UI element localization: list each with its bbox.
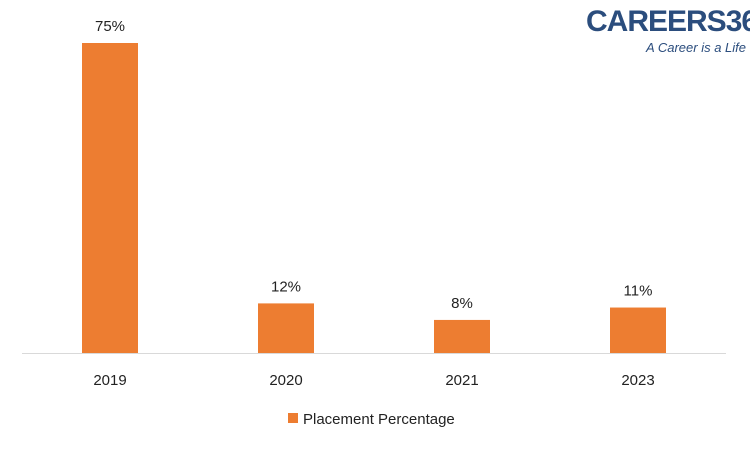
legend-label: Placement Percentage — [303, 411, 455, 428]
legend: Placement Percentage — [288, 411, 455, 428]
data-label-2020: 12% — [271, 278, 301, 295]
x-tick-label-2023: 2023 — [621, 372, 654, 389]
x-tick-labels-group: 2019 2020 2021 2023 — [93, 372, 654, 389]
brand-logo: CAREERS360 A Career is a Life — [586, 4, 750, 68]
bar-2020 — [258, 303, 314, 353]
bars-group — [82, 43, 666, 353]
bar-2023 — [610, 307, 666, 353]
data-label-2019: 75% — [95, 18, 125, 35]
bar-2019 — [82, 43, 138, 353]
logo-tagline: A Career is a Life — [646, 40, 746, 55]
x-tick-label-2020: 2020 — [269, 372, 302, 389]
x-tick-label-2021: 2021 — [445, 372, 478, 389]
data-labels-group: 75% 12% 8% 11% — [95, 18, 652, 312]
data-label-2021: 8% — [451, 295, 473, 312]
logo-wordmark: CAREERS360 — [586, 5, 750, 38]
data-label-2023: 11% — [624, 283, 653, 300]
bar-2021 — [434, 319, 490, 353]
x-tick-label-2019: 2019 — [93, 372, 126, 389]
legend-swatch — [288, 413, 298, 423]
